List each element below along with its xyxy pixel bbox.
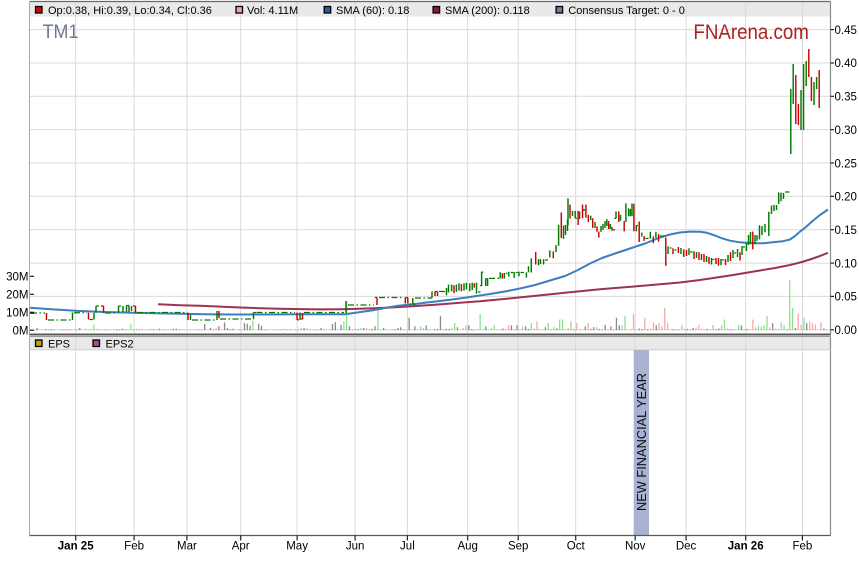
svg-text:0.05: 0.05 [835, 292, 857, 304]
svg-text:Mar: Mar [177, 541, 197, 553]
svg-text:Feb: Feb [124, 541, 144, 553]
svg-text:May: May [286, 541, 308, 553]
svg-text:Consensus Target: 0 - 0: Consensus Target: 0 - 0 [568, 5, 685, 17]
svg-text:Oct: Oct [567, 541, 586, 553]
svg-text:0.25: 0.25 [835, 158, 857, 170]
svg-text:Aug: Aug [457, 541, 477, 553]
svg-text:Jan 25: Jan 25 [58, 541, 94, 553]
svg-text:0.00: 0.00 [835, 325, 857, 337]
svg-text:Jul: Jul [400, 541, 415, 553]
svg-text:Jan 26: Jan 26 [728, 541, 764, 553]
svg-text:Feb: Feb [792, 541, 812, 553]
svg-text:0.20: 0.20 [835, 192, 857, 204]
svg-text:Vol: 4.11M: Vol: 4.11M [247, 5, 298, 17]
svg-text:10M: 10M [6, 308, 28, 320]
svg-text:0.15: 0.15 [835, 225, 857, 237]
svg-text:SMA (60): 0.18: SMA (60): 0.18 [336, 5, 409, 17]
svg-text:0.45: 0.45 [835, 25, 857, 37]
svg-text:0.30: 0.30 [835, 125, 857, 137]
svg-text:SMA (200): 0.118: SMA (200): 0.118 [445, 5, 530, 17]
svg-text:20M: 20M [6, 290, 28, 302]
svg-text:Dec: Dec [676, 541, 697, 553]
svg-text:Op:0.38, Hi:0.39, Lo:0.34, Cl:: Op:0.38, Hi:0.39, Lo:0.34, Cl:0.36 [48, 5, 212, 17]
svg-text:0.10: 0.10 [835, 258, 857, 270]
svg-text:0.40: 0.40 [835, 58, 857, 70]
svg-text:Nov: Nov [625, 541, 646, 553]
svg-text:EPS2: EPS2 [106, 339, 134, 351]
svg-text:30M: 30M [6, 272, 28, 284]
svg-text:0M: 0M [13, 326, 29, 338]
svg-text:TM1: TM1 [43, 21, 79, 43]
svg-text:Apr: Apr [232, 541, 250, 553]
svg-text:Jun: Jun [346, 541, 365, 553]
svg-text:Sep: Sep [508, 541, 528, 553]
svg-text:EPS: EPS [48, 339, 70, 351]
svg-text:0.35: 0.35 [835, 92, 857, 104]
svg-text:NEW FINANCIAL YEAR: NEW FINANCIAL YEAR [635, 373, 649, 511]
svg-text:FNArena.com: FNArena.com [693, 21, 809, 44]
